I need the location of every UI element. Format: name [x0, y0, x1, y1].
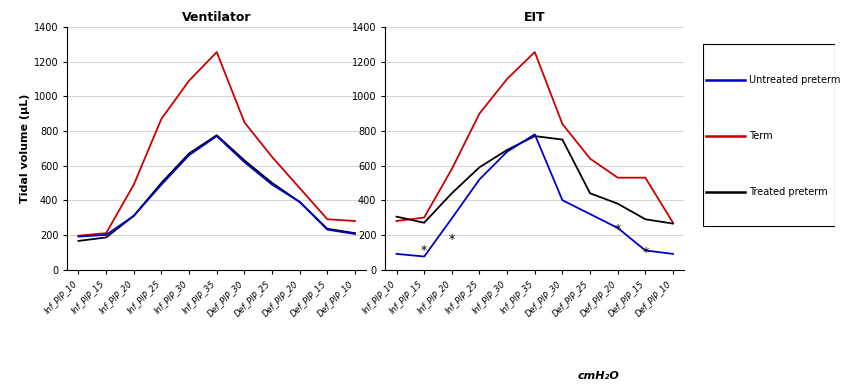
Text: *: * [421, 243, 427, 256]
Text: Untreated preterm: Untreated preterm [749, 75, 840, 85]
Title: EIT: EIT [524, 12, 545, 24]
Text: cmH₂O: cmH₂O [577, 371, 620, 381]
Text: *: * [642, 246, 648, 259]
Text: *: * [615, 223, 620, 236]
Title: Ventilator: Ventilator [182, 12, 251, 24]
Text: Treated preterm: Treated preterm [749, 187, 828, 197]
Y-axis label: Tidal volume (μL): Tidal volume (μL) [19, 94, 30, 203]
Text: Term: Term [749, 131, 773, 141]
Text: *: * [448, 233, 455, 246]
